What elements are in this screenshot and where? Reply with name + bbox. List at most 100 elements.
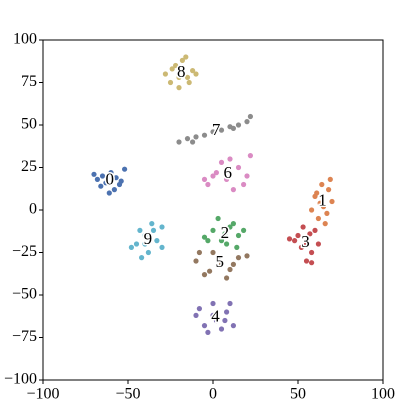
point bbox=[210, 129, 216, 135]
point bbox=[193, 312, 199, 318]
point bbox=[99, 173, 106, 179]
point bbox=[315, 215, 321, 222]
point bbox=[230, 261, 236, 267]
point bbox=[224, 309, 230, 315]
point bbox=[183, 54, 189, 60]
point bbox=[218, 326, 225, 332]
y-tick-label: −75 bbox=[12, 328, 37, 345]
point bbox=[210, 227, 216, 233]
point bbox=[230, 323, 236, 329]
point bbox=[98, 183, 104, 189]
point bbox=[167, 79, 174, 86]
point bbox=[159, 224, 165, 230]
point bbox=[205, 329, 211, 335]
point bbox=[295, 232, 301, 239]
point bbox=[169, 66, 175, 72]
point bbox=[193, 71, 199, 77]
point bbox=[322, 221, 328, 227]
point bbox=[162, 71, 168, 77]
point bbox=[186, 79, 192, 86]
point bbox=[103, 180, 109, 186]
point bbox=[193, 258, 199, 264]
point bbox=[201, 323, 208, 329]
y-tick-label: 75 bbox=[21, 73, 37, 90]
point bbox=[307, 231, 313, 237]
cluster-label: 8 bbox=[177, 62, 186, 81]
point bbox=[218, 127, 225, 133]
point bbox=[222, 317, 228, 324]
point bbox=[196, 306, 202, 312]
point bbox=[201, 132, 208, 138]
point bbox=[176, 139, 182, 145]
point bbox=[218, 159, 225, 165]
point bbox=[159, 244, 165, 250]
x-tick-label: 50 bbox=[290, 386, 306, 403]
point bbox=[230, 221, 236, 227]
cluster-label: 0 bbox=[105, 169, 114, 188]
point bbox=[317, 200, 323, 206]
point bbox=[210, 249, 216, 256]
cluster-label: 5 bbox=[216, 252, 225, 271]
point bbox=[91, 171, 97, 177]
point bbox=[128, 244, 134, 250]
cluster-label: 6 bbox=[223, 163, 232, 182]
point bbox=[106, 190, 112, 196]
point bbox=[108, 170, 114, 176]
point bbox=[224, 275, 230, 281]
point bbox=[179, 57, 185, 64]
point bbox=[205, 238, 211, 244]
plot-frame bbox=[42, 39, 384, 381]
point bbox=[176, 85, 182, 91]
point bbox=[154, 238, 160, 244]
point bbox=[286, 236, 293, 242]
point bbox=[193, 134, 199, 140]
point bbox=[315, 241, 321, 247]
point bbox=[218, 261, 225, 267]
point bbox=[230, 125, 236, 131]
point bbox=[244, 173, 250, 179]
point bbox=[309, 207, 315, 213]
y-tick-label: 50 bbox=[21, 116, 37, 133]
point bbox=[227, 156, 233, 162]
point bbox=[326, 187, 332, 193]
point bbox=[235, 164, 242, 171]
point bbox=[235, 255, 242, 261]
point bbox=[210, 173, 216, 179]
point bbox=[190, 139, 196, 145]
point bbox=[201, 272, 208, 278]
point bbox=[150, 227, 157, 233]
point bbox=[113, 175, 119, 181]
point bbox=[320, 204, 327, 210]
point bbox=[184, 74, 191, 80]
point bbox=[142, 232, 148, 239]
point bbox=[227, 224, 233, 230]
point bbox=[201, 234, 208, 240]
point bbox=[244, 253, 250, 259]
cluster-label: 3 bbox=[301, 232, 310, 251]
point bbox=[173, 62, 179, 69]
point bbox=[133, 241, 140, 247]
point bbox=[244, 119, 250, 125]
point bbox=[111, 187, 117, 193]
cluster-label: 9 bbox=[144, 229, 153, 248]
point bbox=[247, 113, 253, 120]
point bbox=[235, 122, 242, 128]
point bbox=[210, 312, 216, 318]
point bbox=[118, 178, 124, 184]
point bbox=[235, 232, 242, 239]
point bbox=[149, 221, 155, 227]
point bbox=[324, 210, 330, 216]
point bbox=[241, 227, 247, 233]
point bbox=[230, 187, 236, 193]
point bbox=[234, 244, 240, 250]
point bbox=[327, 176, 333, 182]
point bbox=[303, 241, 310, 247]
point bbox=[241, 181, 247, 188]
y-tick-label: −100 bbox=[4, 371, 37, 388]
point bbox=[201, 176, 208, 182]
point bbox=[314, 190, 320, 196]
point bbox=[224, 241, 230, 247]
point bbox=[298, 244, 304, 250]
cluster-label: 1 bbox=[318, 191, 327, 210]
